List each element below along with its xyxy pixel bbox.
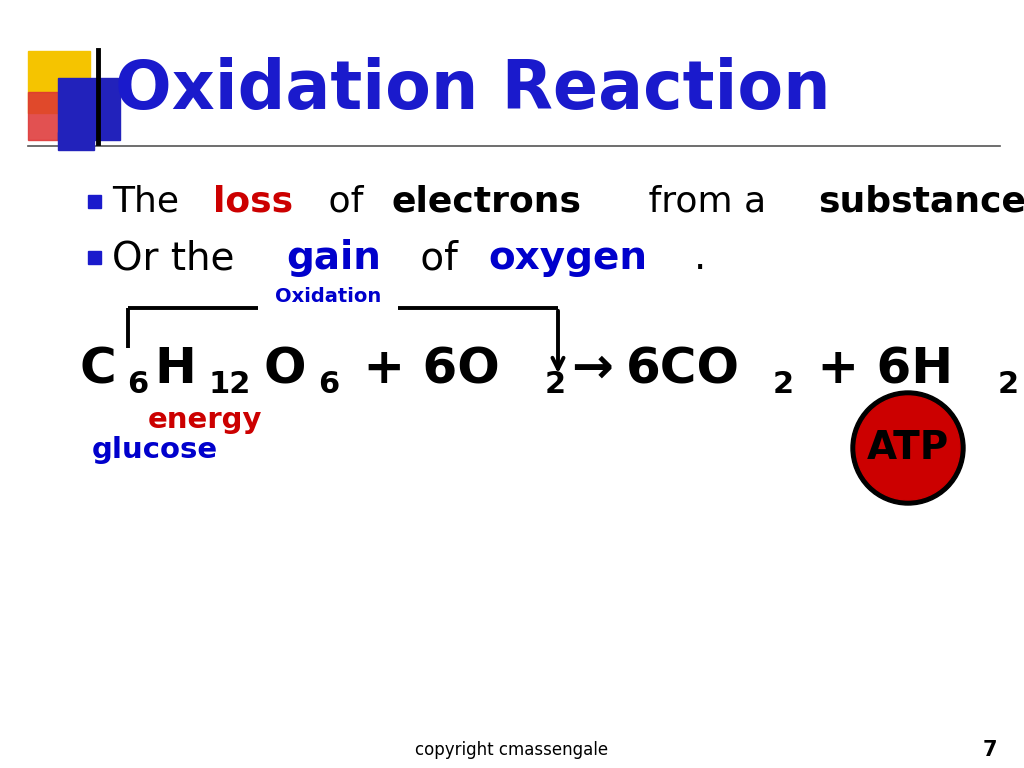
Text: →: → xyxy=(571,345,613,393)
Text: from a: from a xyxy=(637,185,777,219)
Text: H: H xyxy=(155,345,197,393)
Text: copyright cmassengale: copyright cmassengale xyxy=(416,741,608,759)
Text: 6: 6 xyxy=(127,370,148,399)
Circle shape xyxy=(851,391,965,505)
Bar xyxy=(28,51,90,113)
Text: O: O xyxy=(263,345,306,393)
Text: oxygen: oxygen xyxy=(488,239,648,277)
Bar xyxy=(58,132,94,150)
Text: .: . xyxy=(694,239,707,277)
Bar xyxy=(88,251,101,264)
Text: Or the: Or the xyxy=(112,239,247,277)
Text: glucose: glucose xyxy=(92,436,218,464)
Text: 7: 7 xyxy=(983,740,997,760)
Text: C: C xyxy=(80,345,117,393)
Text: energy: energy xyxy=(148,406,262,434)
Text: 2: 2 xyxy=(997,370,1019,399)
Text: Oxidation: Oxidation xyxy=(274,287,381,306)
Text: + 6O: + 6O xyxy=(346,345,500,393)
Text: 6: 6 xyxy=(318,370,340,399)
Text: ATP: ATP xyxy=(867,429,949,467)
Text: + 6H: + 6H xyxy=(800,345,953,393)
Text: loss: loss xyxy=(213,185,294,219)
Bar xyxy=(58,78,120,140)
Text: 12: 12 xyxy=(209,370,251,399)
Text: 6CO: 6CO xyxy=(626,345,739,393)
Text: of: of xyxy=(316,185,375,219)
Text: gain: gain xyxy=(286,239,381,277)
Text: substance: substance xyxy=(818,185,1024,219)
Text: The: The xyxy=(112,185,190,219)
Text: 2: 2 xyxy=(544,370,565,399)
Text: of: of xyxy=(409,239,471,277)
Bar xyxy=(88,195,101,208)
Bar xyxy=(28,92,76,140)
Text: 2: 2 xyxy=(772,370,794,399)
Text: electrons: electrons xyxy=(391,185,582,219)
Text: Oxidation Reaction: Oxidation Reaction xyxy=(115,57,830,123)
Circle shape xyxy=(856,396,961,500)
